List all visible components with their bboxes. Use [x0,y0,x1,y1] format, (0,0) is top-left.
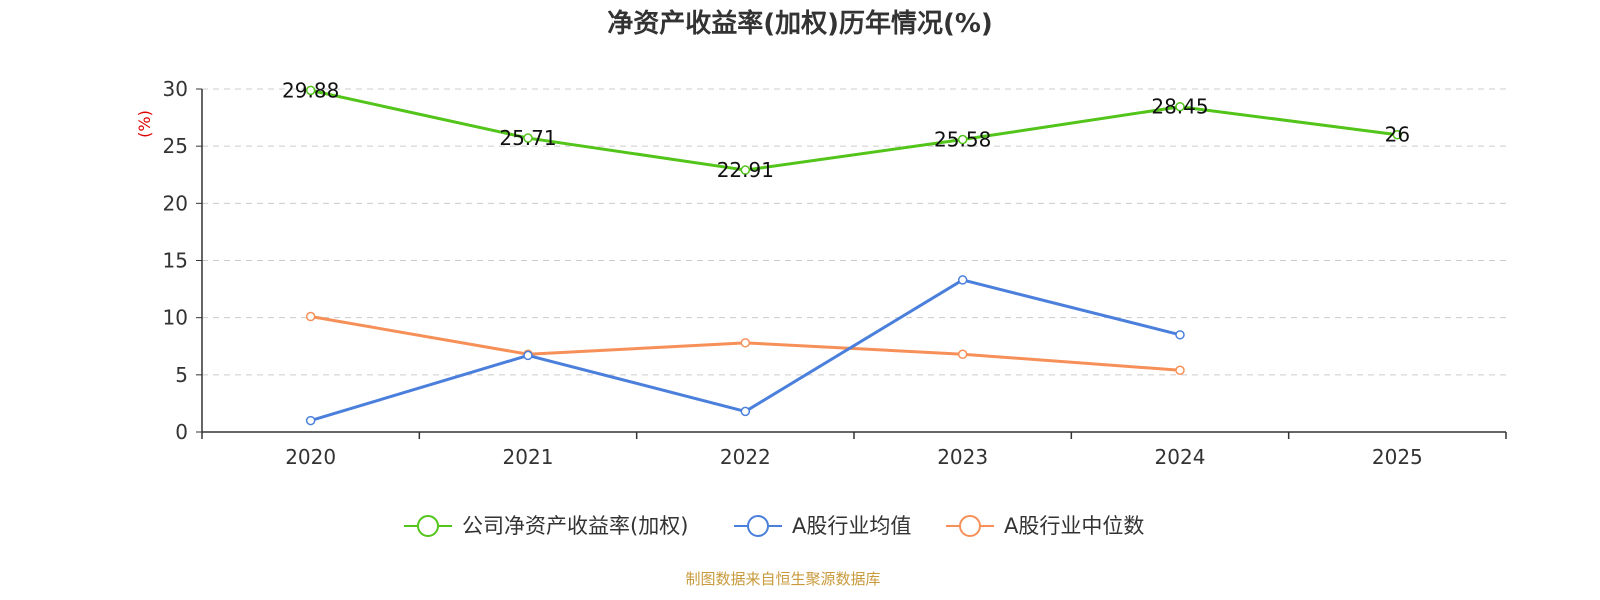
legend-swatch-marker [747,515,769,537]
data-point [740,338,751,348]
y-axis-label: (%) [135,110,154,138]
data-label: 28.45 [1151,95,1208,119]
y-tick-label: 30 [163,77,188,101]
data-point [957,275,968,285]
y-tick-label: 25 [163,134,188,158]
y-tick-label: 20 [163,191,188,215]
data-point [523,133,533,143]
data-label: 25.71 [499,126,556,150]
data-labels: 29.88 25.71 22.91 25.58 28.45 26 [282,78,1410,182]
data-point [1175,365,1185,376]
series-line [310,88,1398,172]
x-tick-label: 2020 [285,445,336,469]
data-point [957,134,968,145]
x-tick-label: 2024 [1155,445,1206,469]
data-label: 22.91 [717,158,774,182]
legend-item: A股行业中位数 [946,514,1144,538]
legend-label: 公司净资产收益率(加权) [462,514,688,538]
data-point [305,85,316,96]
y-tick-label: 0 [175,420,188,444]
data-label: 29.88 [282,78,339,102]
chart-title: 净资产收益率(加权)历年情况(%) [607,8,993,39]
data-point [957,349,968,360]
data-point [1392,129,1403,140]
legend-swatch-marker [959,515,981,537]
data-label: 25.58 [934,128,991,152]
y-tick-label: 15 [163,249,188,273]
x-tick-label: 2023 [937,445,988,469]
data-point [1175,101,1185,112]
data-point [740,406,751,417]
legend-item: 公司净资产收益率(加权) [404,514,688,538]
data-point [305,311,316,322]
x-tick-label: 2022 [720,445,771,469]
legend-label: A股行业中位数 [1004,514,1144,538]
y-tick-label: 10 [163,306,188,330]
data-point [1175,330,1185,340]
y-tick-label: 5 [175,363,188,387]
legend: 公司净资产收益率(加权) A股行业均值 A股行业中位数 [404,514,1144,538]
legend-label: A股行业均值 [792,514,911,538]
series-lines [305,85,1403,426]
data-point [523,350,533,361]
data-point [305,415,316,426]
source-note: 制图数据来自恒生聚源数据库 [685,570,880,588]
data-point [740,165,751,175]
grid-lines [202,88,1506,376]
x-tick-label: 2021 [503,445,554,469]
series-line [310,278,1181,423]
x-tick-label: 2025 [1372,445,1423,469]
legend-item: A股行业均值 [734,514,911,538]
data-label: 26 [1385,123,1410,147]
legend-swatch-marker [417,515,439,537]
